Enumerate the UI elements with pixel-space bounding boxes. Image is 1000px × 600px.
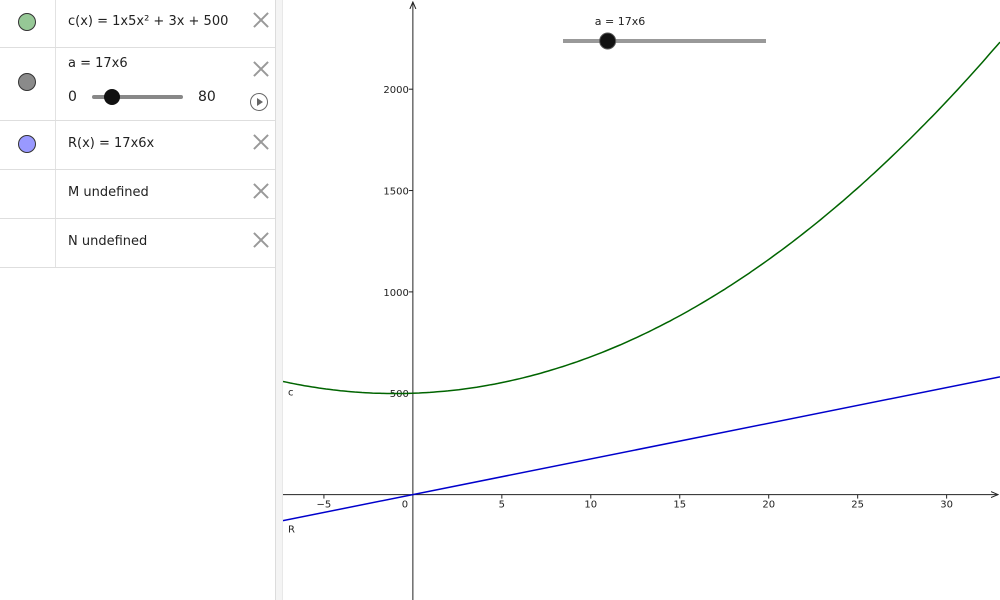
row-gutter bbox=[0, 48, 56, 120]
line-R[interactable] bbox=[283, 376, 1000, 522]
delete-N-icon[interactable] bbox=[251, 230, 271, 250]
algebra-row-a[interactable]: a = 17x6 bbox=[0, 48, 275, 121]
expression-R[interactable]: R(x) = 17x6x bbox=[68, 136, 155, 151]
graphics-view[interactable]: −5 0 5 10 15 20 25 30 500 1000 1500 2000 c R a = 17… bbox=[283, 0, 1000, 600]
algebra-row-c[interactable]: c(x) = 1x5x² + 3x + 500 bbox=[0, 0, 275, 48]
x-tick-label: 20 bbox=[762, 500, 775, 511]
expression-c[interactable]: c(x) = 1x5x² + 3x + 500 bbox=[68, 14, 229, 29]
expression-N[interactable]: N undefined bbox=[68, 234, 148, 249]
visibility-toggle-c[interactable] bbox=[18, 13, 36, 31]
x-tick-label: 30 bbox=[940, 500, 953, 511]
algebra-row-N[interactable]: N undefined bbox=[0, 219, 275, 268]
row-gutter bbox=[0, 0, 56, 47]
algebra-view: c(x) = 1x5x² + 3x + 500 a = 17x6 0 80 R(… bbox=[0, 0, 275, 600]
expression-M[interactable]: M undefined bbox=[68, 185, 149, 200]
slider-min-label: 0 bbox=[68, 89, 77, 105]
curve-c[interactable] bbox=[283, 41, 1000, 395]
axes bbox=[283, 2, 998, 600]
line-R-label: R bbox=[288, 525, 295, 536]
algebra-row-R[interactable]: R(x) = 17x6x bbox=[0, 121, 275, 170]
delete-M-icon[interactable] bbox=[251, 181, 271, 201]
y-tick-label: 1500 bbox=[383, 187, 408, 198]
row-gutter bbox=[0, 170, 56, 218]
algebra-row-M[interactable]: M undefined bbox=[0, 170, 275, 219]
slider-max-label: 80 bbox=[198, 89, 216, 105]
graph-slider-handle[interactable] bbox=[599, 32, 617, 50]
curve-c-label: c bbox=[288, 387, 294, 398]
row-gutter bbox=[0, 219, 56, 267]
y-tick-label: 2000 bbox=[383, 85, 408, 96]
x-tick-label: −5 bbox=[317, 500, 332, 511]
visibility-toggle-a[interactable] bbox=[18, 73, 36, 91]
expression-a[interactable]: a = 17x6 bbox=[68, 56, 128, 71]
x-tick-label: 5 bbox=[499, 500, 505, 511]
axis-ticks: −5 0 5 10 15 20 25 30 500 1000 1500 2000 bbox=[317, 85, 953, 510]
x-tick-label: 25 bbox=[851, 500, 864, 511]
x-tick-label: 0 bbox=[402, 500, 408, 511]
visibility-toggle-R[interactable] bbox=[18, 135, 36, 153]
graph-slider-label: a = 17x6 bbox=[595, 15, 645, 28]
row-gutter bbox=[0, 121, 56, 169]
x-tick-label: 15 bbox=[673, 500, 686, 511]
delete-R-icon[interactable] bbox=[251, 132, 271, 152]
delete-a-icon[interactable] bbox=[251, 59, 271, 79]
delete-c-icon[interactable] bbox=[251, 10, 271, 30]
slider-a-track[interactable] bbox=[92, 95, 183, 99]
play-icon[interactable] bbox=[250, 93, 268, 111]
view-divider[interactable] bbox=[275, 0, 283, 600]
slider-a-handle[interactable] bbox=[104, 89, 120, 105]
y-tick-label: 1000 bbox=[383, 288, 408, 299]
x-tick-label: 10 bbox=[584, 500, 597, 511]
y-tick-label: 500 bbox=[390, 389, 409, 400]
